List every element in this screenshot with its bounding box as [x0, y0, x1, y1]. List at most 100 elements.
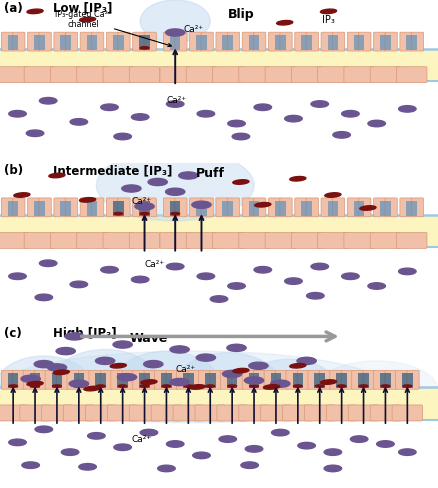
FancyBboxPatch shape: [220, 370, 233, 389]
Circle shape: [101, 266, 118, 273]
Ellipse shape: [53, 385, 61, 387]
Circle shape: [95, 357, 115, 365]
FancyBboxPatch shape: [129, 67, 160, 82]
FancyBboxPatch shape: [95, 373, 106, 388]
FancyBboxPatch shape: [190, 198, 202, 217]
FancyBboxPatch shape: [242, 370, 254, 389]
FancyBboxPatch shape: [8, 35, 18, 50]
Ellipse shape: [403, 385, 412, 387]
FancyBboxPatch shape: [385, 32, 397, 51]
FancyBboxPatch shape: [107, 405, 138, 421]
FancyBboxPatch shape: [80, 32, 92, 51]
Circle shape: [333, 132, 350, 138]
FancyBboxPatch shape: [186, 232, 217, 248]
Circle shape: [39, 260, 57, 266]
FancyBboxPatch shape: [359, 198, 371, 217]
FancyBboxPatch shape: [347, 32, 360, 51]
FancyBboxPatch shape: [1, 32, 14, 51]
FancyBboxPatch shape: [217, 405, 247, 421]
FancyBboxPatch shape: [65, 32, 78, 51]
FancyBboxPatch shape: [396, 67, 427, 82]
FancyBboxPatch shape: [385, 370, 397, 389]
Circle shape: [117, 374, 137, 381]
FancyBboxPatch shape: [216, 198, 228, 217]
FancyBboxPatch shape: [28, 32, 40, 51]
FancyBboxPatch shape: [50, 232, 81, 248]
FancyBboxPatch shape: [280, 198, 292, 217]
FancyBboxPatch shape: [374, 32, 386, 51]
FancyBboxPatch shape: [173, 405, 204, 421]
Ellipse shape: [315, 385, 324, 387]
Circle shape: [56, 347, 75, 355]
Circle shape: [158, 465, 175, 472]
FancyBboxPatch shape: [402, 373, 413, 388]
Ellipse shape: [315, 361, 438, 420]
FancyBboxPatch shape: [347, 198, 360, 217]
Ellipse shape: [381, 385, 390, 387]
Ellipse shape: [277, 20, 293, 25]
FancyBboxPatch shape: [374, 370, 386, 389]
FancyBboxPatch shape: [111, 370, 123, 389]
Ellipse shape: [27, 382, 43, 386]
Ellipse shape: [74, 385, 83, 387]
FancyBboxPatch shape: [249, 35, 259, 50]
FancyBboxPatch shape: [301, 35, 312, 50]
FancyBboxPatch shape: [291, 67, 322, 82]
Circle shape: [210, 296, 228, 302]
FancyBboxPatch shape: [85, 405, 116, 421]
Circle shape: [88, 432, 105, 439]
FancyBboxPatch shape: [271, 373, 281, 388]
FancyBboxPatch shape: [293, 373, 303, 388]
Ellipse shape: [140, 212, 149, 215]
FancyBboxPatch shape: [318, 67, 348, 82]
FancyBboxPatch shape: [295, 32, 307, 51]
FancyBboxPatch shape: [139, 373, 150, 388]
Circle shape: [350, 436, 368, 442]
FancyBboxPatch shape: [212, 232, 243, 248]
Circle shape: [79, 464, 96, 470]
Circle shape: [272, 429, 289, 436]
FancyBboxPatch shape: [67, 370, 79, 389]
FancyBboxPatch shape: [195, 405, 226, 421]
Circle shape: [26, 130, 44, 137]
Bar: [0, 215, 438, 247]
Ellipse shape: [360, 206, 376, 210]
Text: Intermediate [IP₃]: Intermediate [IP₃]: [53, 164, 172, 177]
Ellipse shape: [359, 385, 368, 387]
Circle shape: [399, 105, 416, 112]
FancyBboxPatch shape: [139, 35, 150, 50]
FancyBboxPatch shape: [45, 370, 57, 389]
Text: IP₃-gated Ca²⁺
channel: IP₃-gated Ca²⁺ channel: [55, 10, 171, 46]
Ellipse shape: [241, 359, 337, 418]
FancyBboxPatch shape: [0, 67, 28, 82]
Circle shape: [113, 341, 132, 348]
FancyBboxPatch shape: [280, 32, 292, 51]
FancyBboxPatch shape: [80, 198, 92, 217]
FancyBboxPatch shape: [344, 67, 374, 82]
Circle shape: [114, 444, 131, 450]
FancyBboxPatch shape: [249, 201, 259, 216]
Circle shape: [227, 344, 246, 351]
Circle shape: [193, 452, 210, 459]
FancyBboxPatch shape: [144, 370, 156, 389]
Text: Ca²⁺: Ca²⁺: [166, 96, 187, 105]
Circle shape: [324, 449, 342, 455]
FancyBboxPatch shape: [144, 32, 156, 51]
FancyBboxPatch shape: [13, 32, 25, 51]
Ellipse shape: [9, 385, 18, 387]
FancyBboxPatch shape: [129, 232, 160, 248]
Ellipse shape: [140, 47, 149, 49]
Circle shape: [324, 465, 342, 472]
Ellipse shape: [53, 349, 158, 415]
FancyBboxPatch shape: [175, 32, 187, 51]
FancyBboxPatch shape: [34, 201, 45, 216]
Circle shape: [166, 441, 184, 447]
Ellipse shape: [141, 380, 157, 385]
FancyBboxPatch shape: [265, 67, 296, 82]
FancyBboxPatch shape: [227, 198, 240, 217]
FancyBboxPatch shape: [348, 405, 379, 421]
Circle shape: [228, 120, 245, 127]
FancyBboxPatch shape: [57, 370, 69, 389]
FancyBboxPatch shape: [275, 201, 286, 216]
Circle shape: [311, 101, 328, 107]
